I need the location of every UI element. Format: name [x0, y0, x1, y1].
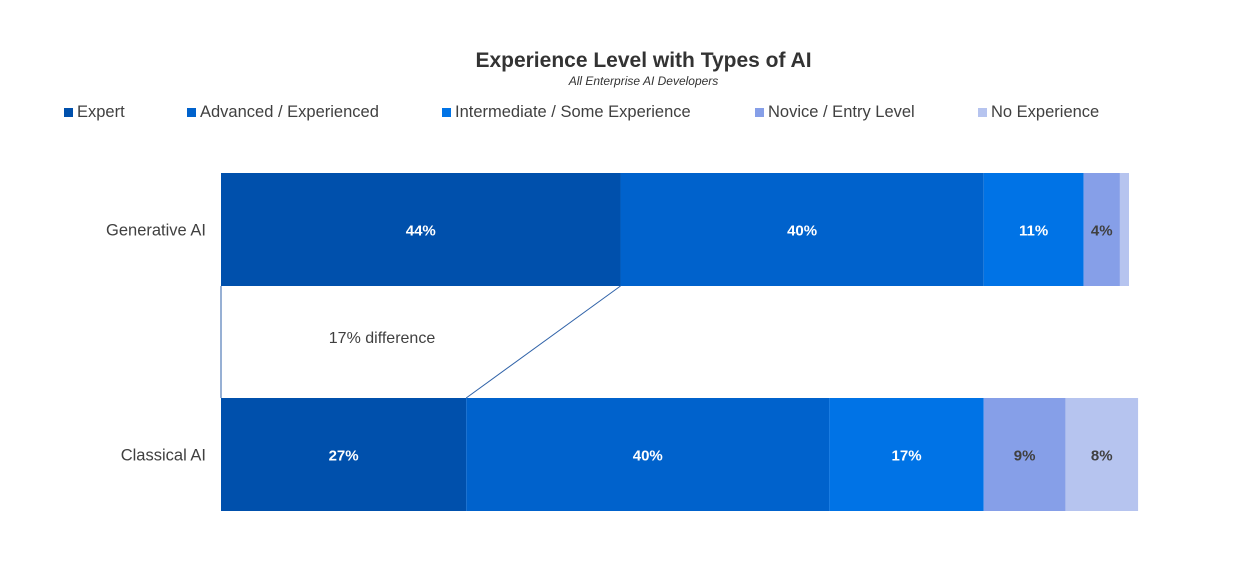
legend-swatch-no-experience	[978, 108, 987, 117]
legend-item-advanced: Advanced / Experienced	[187, 103, 379, 122]
legend-swatch-intermediate	[442, 108, 451, 117]
bar-segment-0-2	[983, 173, 1084, 286]
chart-subtitle: All Enterprise AI Developers	[568, 74, 719, 88]
legend-swatch-novice	[755, 108, 764, 117]
legend-label-novice: Novice / Entry Level	[768, 103, 915, 121]
bar-segment-0-0	[221, 173, 621, 286]
difference-annotation: 17% difference	[329, 330, 436, 347]
data-label-1-2: 17%	[892, 448, 922, 465]
bar-segment-0-1	[620, 173, 984, 286]
legend-item-expert: Expert	[64, 103, 125, 122]
legend-item-no-experience: No Experience	[978, 103, 1099, 122]
data-label-1-1: 40%	[633, 448, 663, 465]
bar-segment-0-4	[1119, 173, 1129, 286]
data-label-1-3: 9%	[1014, 448, 1036, 465]
bar-segment-0-3	[1083, 173, 1120, 286]
data-label-1-4: 8%	[1091, 448, 1113, 465]
data-label-1-0: 27%	[329, 448, 359, 465]
category-label-1: Classical AI	[121, 447, 206, 465]
category-label-0: Generative AI	[106, 222, 206, 240]
legend-swatch-expert	[64, 108, 73, 117]
data-label-0-0: 44%	[406, 223, 436, 240]
legend-label-expert: Expert	[77, 103, 125, 121]
legend-item-novice: Novice / Entry Level	[755, 103, 915, 122]
legend-swatch-advanced	[187, 108, 196, 117]
data-label-0-2: 11%	[1019, 223, 1048, 240]
bar-segment-1-4	[1065, 398, 1139, 511]
bar-segment-1-3	[983, 398, 1066, 511]
bar-segment-1-2	[829, 398, 984, 511]
difference-connector-diagonal	[465, 285, 621, 399]
legend-label-intermediate: Intermediate / Some Experience	[455, 103, 691, 121]
bar-segment-1-0	[221, 398, 467, 511]
legend-label-advanced: Advanced / Experienced	[200, 103, 379, 121]
chart-title: Experience Level with Types of AI	[475, 49, 812, 72]
data-label-0-1: 40%	[787, 223, 817, 240]
data-label-0-3: 4%	[1091, 223, 1113, 240]
bar-segment-1-1	[466, 398, 830, 511]
legend-item-intermediate: Intermediate / Some Experience	[442, 103, 691, 122]
legend-label-no-experience: No Experience	[991, 103, 1100, 121]
